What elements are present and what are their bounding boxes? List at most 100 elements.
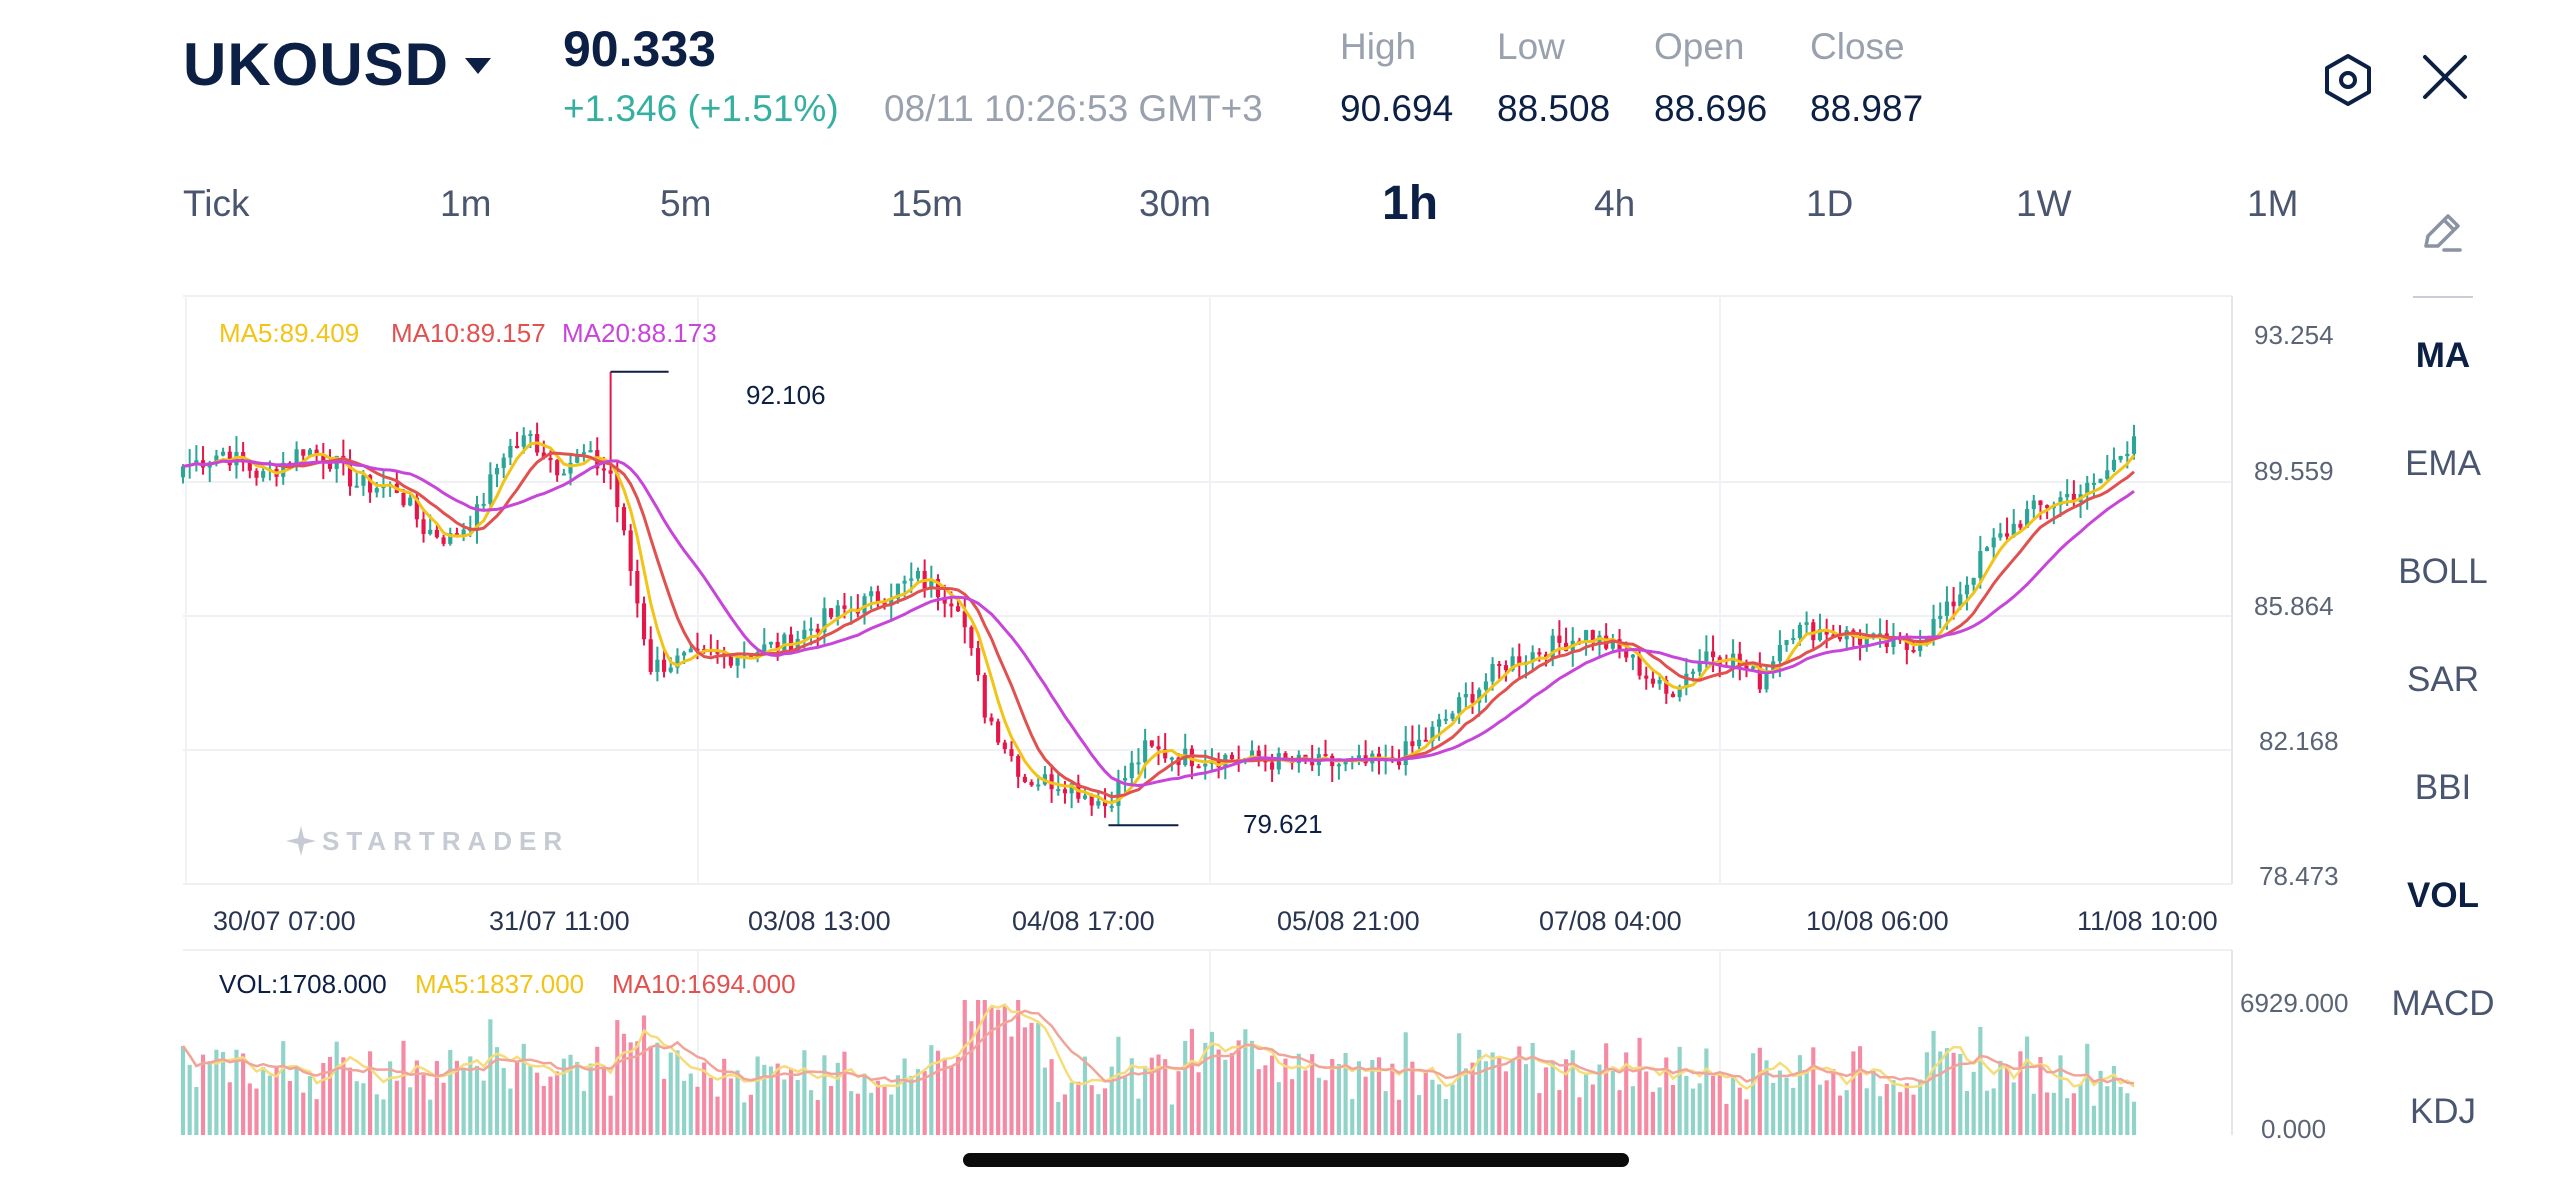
stat-close-value: 88.987 — [1810, 88, 1924, 129]
candle — [1744, 665, 1749, 669]
candle — [1817, 629, 1823, 641]
volume-bar — [287, 1080, 292, 1135]
candle — [782, 634, 787, 651]
indicator-ema[interactable]: EMA — [2405, 444, 2481, 483]
volume-bar — [1530, 1042, 1535, 1135]
volume-bar — [2045, 1092, 2050, 1135]
volume-bar — [1731, 1077, 1736, 1135]
symbol-title[interactable]: UKOUSD — [183, 31, 450, 98]
tab-15m[interactable]: 15m — [891, 183, 963, 224]
volume-bar — [782, 1079, 787, 1135]
volume-bar — [1971, 1071, 1976, 1135]
candle — [648, 639, 653, 672]
candle — [2065, 493, 2070, 498]
volume-bar — [261, 1067, 266, 1135]
candle — [1958, 594, 1963, 607]
candle — [1650, 678, 1656, 684]
volume-bar — [494, 1047, 500, 1135]
volume-bar — [1016, 1000, 1021, 1135]
volume-bar — [1263, 1065, 1268, 1135]
volume-bar — [1270, 1055, 1275, 1135]
volume-bar — [802, 1050, 807, 1135]
indicator-bbi[interactable]: BBI — [2414, 768, 2472, 807]
indicator-boll[interactable]: BOLL — [2398, 552, 2488, 591]
volume-bar — [1904, 1083, 1909, 1135]
vol-legend: VOL:1708.000 — [219, 969, 387, 999]
volume-bar — [541, 1086, 546, 1135]
indicator-ma[interactable]: MA — [2415, 336, 2471, 375]
candle — [1557, 635, 1562, 643]
candle — [1270, 762, 1275, 770]
stat-high-label: High — [1340, 26, 1417, 67]
volume-bar — [414, 1060, 419, 1135]
volume-bar — [474, 1065, 480, 1135]
volume-bar — [1724, 1103, 1729, 1135]
tab-4h[interactable]: 4h — [1594, 183, 1636, 224]
volume-bar — [1196, 1072, 1201, 1135]
tab-30m[interactable]: 30m — [1139, 183, 1211, 224]
indicator-vol[interactable]: VOL — [2407, 876, 2479, 915]
close-icon[interactable] — [2420, 52, 2470, 102]
volume-bar — [1697, 1083, 1702, 1135]
volume-bar — [1624, 1052, 1629, 1135]
volume-bar — [1744, 1099, 1749, 1135]
candle — [227, 451, 232, 466]
volume-bar — [1978, 1026, 1983, 1135]
volume-bar — [2085, 1043, 2090, 1135]
volume-bar — [1771, 1082, 1776, 1135]
candle — [1697, 661, 1702, 672]
candle — [1991, 537, 1996, 548]
candle — [915, 570, 921, 579]
volume-bar — [207, 1061, 212, 1135]
candle — [2085, 482, 2090, 495]
x-axis-label: 31/07 11:00 — [489, 906, 630, 936]
candle — [1410, 741, 1415, 747]
volume-bar — [615, 1020, 620, 1135]
tab-5m[interactable]: 5m — [660, 183, 712, 224]
candle — [1443, 718, 1448, 721]
volume-bar — [668, 1052, 673, 1135]
tab-1mo[interactable]: 1M — [2247, 183, 2299, 224]
volume-bar — [1410, 1061, 1415, 1135]
candle — [1824, 629, 1829, 635]
tab-1h[interactable]: 1h — [1382, 177, 1439, 230]
volume-bar — [775, 1063, 780, 1135]
volume-bar — [715, 1096, 720, 1135]
volume-bar — [1129, 1058, 1134, 1135]
volume-bar — [327, 1056, 333, 1135]
indicator-kdj[interactable]: KDJ — [2409, 1092, 2477, 1131]
candle — [361, 475, 366, 486]
candle — [1396, 761, 1402, 766]
indicator-sar[interactable]: SAR — [2407, 660, 2479, 699]
pencil-draw-icon[interactable] — [2418, 208, 2466, 256]
volume-bar — [200, 1054, 206, 1135]
volume-bar — [2038, 1057, 2043, 1135]
candle — [1029, 781, 1034, 786]
settings-icon[interactable] — [2320, 52, 2376, 108]
volume-bar — [2078, 1083, 2083, 1135]
candle — [1022, 776, 1027, 782]
volume-bar — [428, 1099, 433, 1135]
candle — [581, 452, 586, 455]
candle — [1584, 630, 1589, 643]
tab-1m[interactable]: 1m — [440, 183, 492, 224]
volume-bar — [1670, 1085, 1676, 1135]
volume-bar — [1630, 1086, 1635, 1135]
volume-bar — [267, 1075, 272, 1135]
tab-tick[interactable]: Tick — [183, 183, 250, 224]
volume-bar — [902, 1058, 907, 1135]
volume-bar — [1944, 1048, 1949, 1135]
candle — [1931, 618, 1936, 638]
volume-bar — [354, 1081, 359, 1135]
volume-bar — [501, 1067, 506, 1135]
candle — [621, 507, 627, 531]
candle — [889, 598, 894, 605]
volume-bar — [1223, 1059, 1228, 1135]
caret-down-icon[interactable] — [465, 58, 491, 74]
indicator-macd[interactable]: MACD — [2391, 984, 2495, 1023]
volume-bar — [1503, 1071, 1509, 1135]
startrader-logo-icon — [286, 826, 316, 856]
tab-1d[interactable]: 1D — [1806, 183, 1854, 224]
tab-1w[interactable]: 1W — [2016, 183, 2072, 224]
